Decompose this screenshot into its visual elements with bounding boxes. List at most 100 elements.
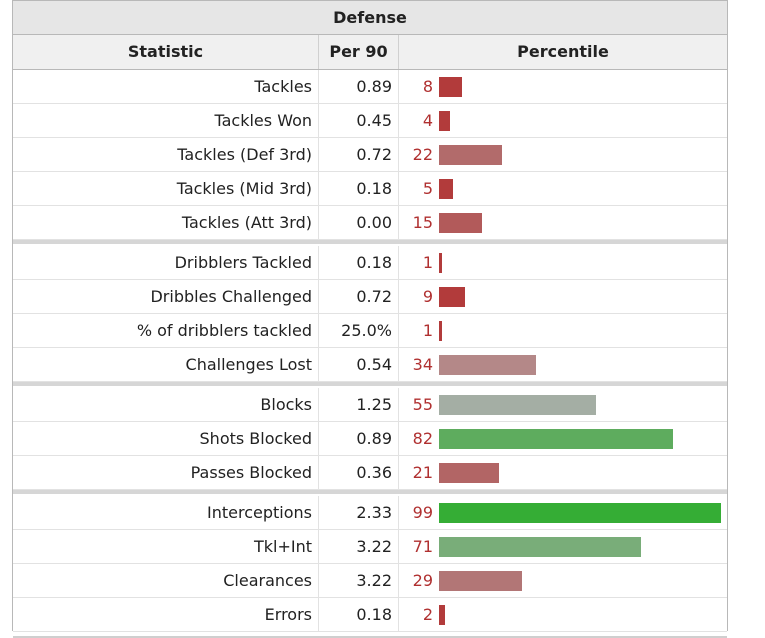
percentile-bar xyxy=(439,321,442,341)
percentile-cell: 29 xyxy=(399,564,727,597)
percentile-value: 1 xyxy=(422,253,433,272)
stat-name: Tackles (Att 3rd) xyxy=(13,206,319,239)
percentile-value: 22 xyxy=(412,145,433,164)
group-separator xyxy=(13,240,727,244)
percentile-bar xyxy=(439,605,445,625)
stat-name: Tackles (Mid 3rd) xyxy=(13,172,319,205)
stat-name: Interceptions xyxy=(13,496,319,529)
percentile-value: 34 xyxy=(412,355,433,374)
percentile-bar xyxy=(439,213,482,233)
per90-value: 0.00 xyxy=(319,206,399,239)
per90-value: 0.54 xyxy=(319,348,399,381)
stat-name: Shots Blocked xyxy=(13,422,319,455)
header-statistic[interactable]: Statistic xyxy=(13,35,319,69)
table-header: Statistic Per 90 Percentile xyxy=(13,35,727,70)
percentile-bar xyxy=(439,429,673,449)
per90-value: 2.33 xyxy=(319,496,399,529)
per90-value: 3.22 xyxy=(319,530,399,563)
stat-name: Blocks xyxy=(13,388,319,421)
group-separator xyxy=(13,490,727,494)
percentile-cell: 1 xyxy=(399,314,727,347)
percentile-value: 4 xyxy=(422,111,433,130)
percentile-bar xyxy=(439,571,522,591)
per90-value: 0.72 xyxy=(319,138,399,171)
per90-value: 0.72 xyxy=(319,280,399,313)
percentile-value: 2 xyxy=(422,605,433,624)
percentile-value: 21 xyxy=(412,463,433,482)
table-row: Dribbles Challenged 0.72 9 xyxy=(13,280,727,314)
percentile-cell: 8 xyxy=(399,70,727,103)
per90-value: 0.18 xyxy=(319,172,399,205)
percentile-value: 15 xyxy=(412,213,433,232)
percentile-bar xyxy=(439,503,721,523)
section-title: Defense xyxy=(13,0,727,35)
percentile-cell: 34 xyxy=(399,348,727,381)
table-row: Blocks 1.25 55 xyxy=(13,388,727,422)
percentile-bar xyxy=(439,395,596,415)
stat-name: Tkl+Int xyxy=(13,530,319,563)
header-per90[interactable]: Per 90 xyxy=(319,35,399,69)
percentile-cell: 99 xyxy=(399,496,727,529)
stat-name: Tackles Won xyxy=(13,104,319,137)
percentile-cell: 55 xyxy=(399,388,727,421)
per90-value: 0.18 xyxy=(319,598,399,631)
percentile-bar xyxy=(439,145,502,165)
percentile-bar xyxy=(439,253,442,273)
table-row: Shots Blocked 0.89 82 xyxy=(13,422,727,456)
percentile-value: 5 xyxy=(422,179,433,198)
percentile-cell: 9 xyxy=(399,280,727,313)
stat-name: Clearances xyxy=(13,564,319,597)
percentile-bar xyxy=(439,287,465,307)
per90-value: 25.0% xyxy=(319,314,399,347)
percentile-value: 29 xyxy=(412,571,433,590)
table-row: Interceptions 2.33 99 xyxy=(13,496,727,530)
stat-name: Tackles (Def 3rd) xyxy=(13,138,319,171)
table-row: Tackles (Mid 3rd) 0.18 5 xyxy=(13,172,727,206)
per90-value: 0.18 xyxy=(319,246,399,279)
per90-value: 0.89 xyxy=(319,70,399,103)
percentile-bar xyxy=(439,179,453,199)
percentile-bar xyxy=(439,77,462,97)
percentile-value: 1 xyxy=(422,321,433,340)
stat-name: Errors xyxy=(13,598,319,631)
percentile-cell: 15 xyxy=(399,206,727,239)
table-row: Clearances 3.22 29 xyxy=(13,564,727,598)
table-row: Tackles Won 0.45 4 xyxy=(13,104,727,138)
group-separator xyxy=(13,382,727,386)
percentile-cell: 82 xyxy=(399,422,727,455)
percentile-bar xyxy=(439,111,450,131)
stat-name: Passes Blocked xyxy=(13,456,319,489)
table-row: % of dribblers tackled 25.0% 1 xyxy=(13,314,727,348)
per90-value: 3.22 xyxy=(319,564,399,597)
percentile-value: 9 xyxy=(422,287,433,306)
table-row: Dribblers Tackled 0.18 1 xyxy=(13,246,727,280)
table-row: Tackles (Att 3rd) 0.00 15 xyxy=(13,206,727,240)
stat-name: Dribblers Tackled xyxy=(13,246,319,279)
stat-name: % of dribblers tackled xyxy=(13,314,319,347)
percentile-value: 82 xyxy=(412,429,433,448)
stat-name: Challenges Lost xyxy=(13,348,319,381)
table-row: Passes Blocked 0.36 21 xyxy=(13,456,727,490)
header-percentile[interactable]: Percentile xyxy=(517,42,609,61)
per90-value: 1.25 xyxy=(319,388,399,421)
percentile-cell: 71 xyxy=(399,530,727,563)
percentile-value: 71 xyxy=(412,537,433,556)
percentile-cell: 22 xyxy=(399,138,727,171)
per90-value: 0.45 xyxy=(319,104,399,137)
percentile-cell: 2 xyxy=(399,598,727,631)
percentile-cell: 4 xyxy=(399,104,727,137)
percentile-cell: 5 xyxy=(399,172,727,205)
percentile-bar xyxy=(439,463,499,483)
stat-name: Dribbles Challenged xyxy=(13,280,319,313)
defense-table: Defense Statistic Per 90 Percentile Tack… xyxy=(12,0,728,638)
percentile-value: 99 xyxy=(412,503,433,522)
per90-value: 0.89 xyxy=(319,422,399,455)
percentile-value: 55 xyxy=(412,395,433,414)
percentile-bar xyxy=(439,537,641,557)
per90-value: 0.36 xyxy=(319,456,399,489)
percentile-bar xyxy=(439,355,536,375)
percentile-cell: 1 xyxy=(399,246,727,279)
percentile-cell: 21 xyxy=(399,456,727,489)
table-row: Tackles (Def 3rd) 0.72 22 xyxy=(13,138,727,172)
percentile-value: 8 xyxy=(422,77,433,96)
